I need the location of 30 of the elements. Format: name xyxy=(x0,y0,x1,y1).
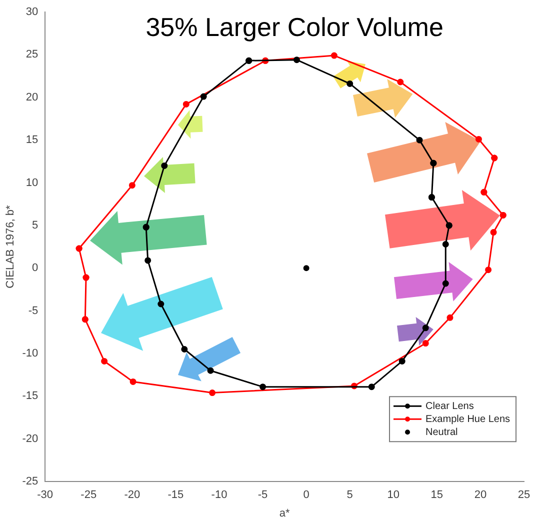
y-tick-label: -15 xyxy=(22,390,38,402)
x-tick-label: 15 xyxy=(430,489,444,502)
x-axis-title: a* xyxy=(279,507,290,520)
y-tick-label: -20 xyxy=(22,432,38,445)
x-tick-label: -5 xyxy=(258,489,268,502)
y-tick-label: 10 xyxy=(26,176,38,189)
legend-label: Neutral xyxy=(426,426,458,438)
y-tick-label: -25 xyxy=(22,476,38,488)
x-tick-label: 5 xyxy=(346,489,353,502)
x-tick-label: 20 xyxy=(474,489,487,502)
x-tick-label: -15 xyxy=(168,489,184,502)
chart-title: 35% Larger Color Volume xyxy=(146,12,444,42)
y-tick-label: 25 xyxy=(26,48,38,61)
y-tick-label: 20 xyxy=(26,91,38,104)
legend-label: Clear Lens xyxy=(426,400,474,412)
y-tick-label: 0 xyxy=(32,262,38,274)
x-tick-label: 0 xyxy=(303,489,310,502)
x-tick-label: -20 xyxy=(124,489,140,502)
y-tick-label: -10 xyxy=(22,348,38,360)
y-axis-title: CIELAB 1976, b* xyxy=(4,204,17,288)
x-tick-label: 25 xyxy=(518,489,530,502)
x-tick-label: -30 xyxy=(37,489,54,502)
legend-label: Example Hue Lens xyxy=(426,414,510,425)
x-tick-label: 10 xyxy=(387,489,400,502)
y-tick-label: 5 xyxy=(32,219,38,232)
x-tick-label: -25 xyxy=(80,489,97,502)
y-tick-label: -5 xyxy=(28,304,38,317)
x-tick-label: -10 xyxy=(211,489,228,502)
y-tick-label: 15 xyxy=(26,134,38,146)
y-tick-label: 30 xyxy=(26,6,38,18)
